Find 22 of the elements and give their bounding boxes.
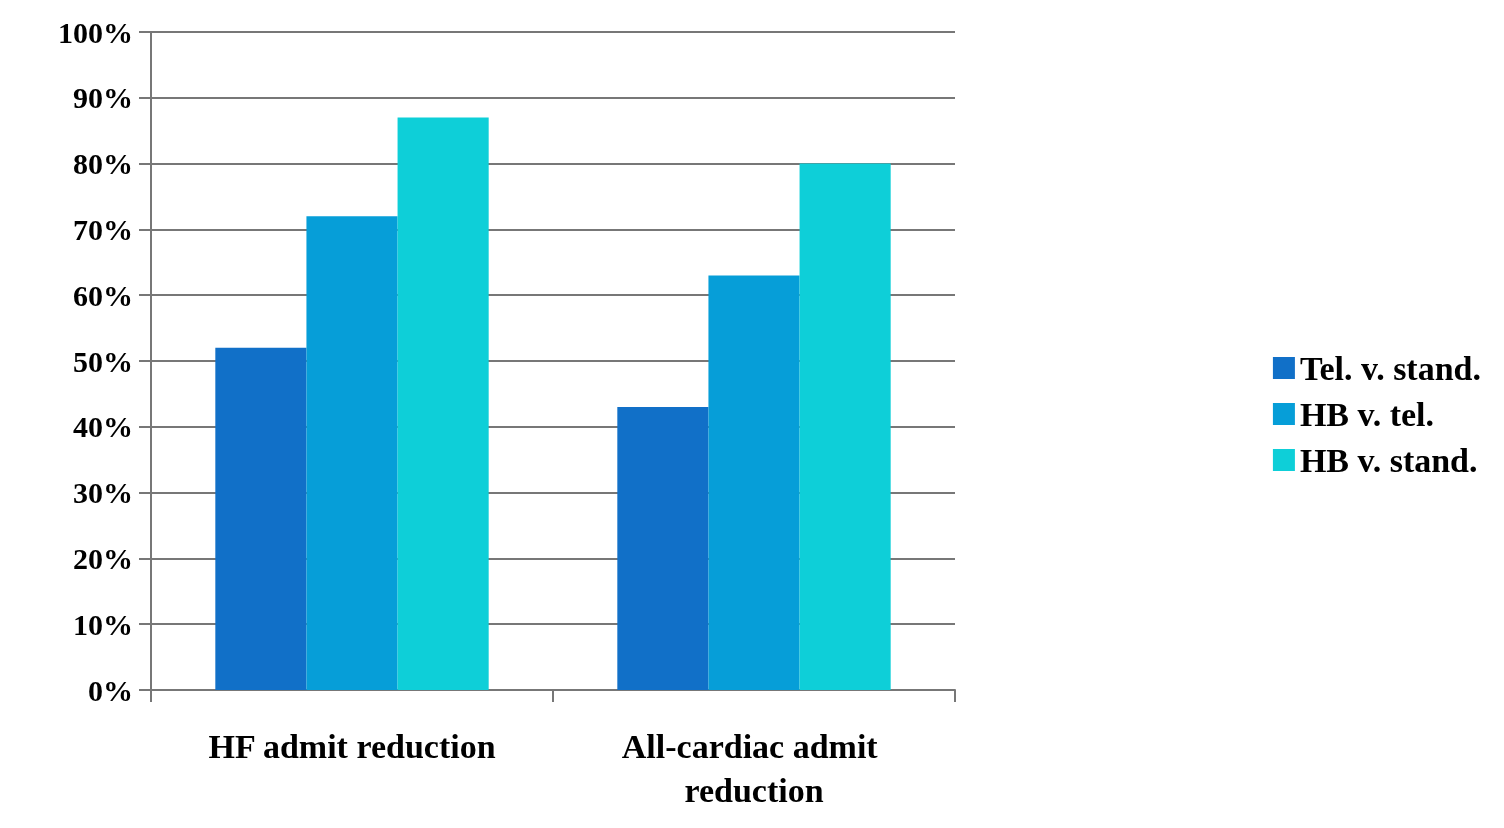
y-tick-label: 20% (73, 541, 133, 575)
y-tick-label: 80% (73, 147, 133, 181)
bar (397, 117, 489, 690)
legend-label: Tel. v. stand. (1299, 349, 1481, 387)
y-tick-label: 100% (58, 15, 133, 49)
bar (617, 407, 709, 690)
bar (215, 347, 307, 690)
y-tick-label: 50% (73, 344, 133, 378)
legend-label: HB v. stand. (1299, 441, 1478, 479)
x-tick-label: HF admit reduction (208, 727, 496, 765)
x-tick-label: All-cardiac admit reduction (621, 727, 887, 809)
y-tick-label: 0% (88, 673, 133, 707)
y-tick-label: 90% (73, 81, 133, 115)
legend-label: HB v. tel. (1299, 395, 1435, 433)
bar (306, 216, 398, 690)
bar (799, 163, 891, 690)
bar (708, 275, 800, 690)
y-tick-label: 30% (73, 476, 133, 510)
y-tick-label: 70% (73, 212, 133, 246)
y-tick-label: 40% (73, 410, 133, 444)
y-tick-label: 10% (73, 607, 133, 641)
y-tick-label: 60% (73, 278, 133, 312)
